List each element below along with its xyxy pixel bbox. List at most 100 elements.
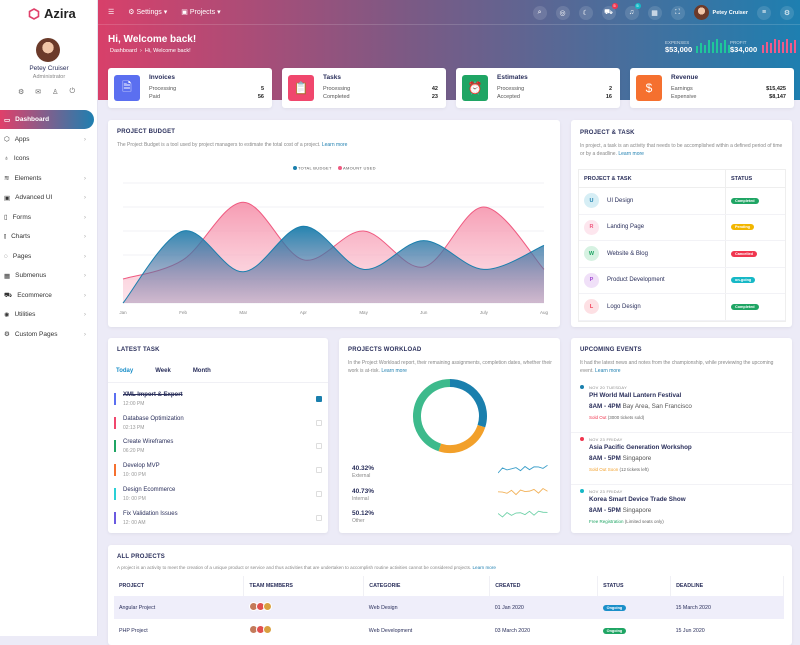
x-tick-label: Feb — [179, 310, 187, 315]
project-created: 03 March 2020 — [494, 627, 531, 634]
stat-card-estimates[interactable]: ⏰ Estimates Processing 2 Accepted 16 — [456, 68, 620, 108]
moon-icon[interactable]: ☾ — [578, 5, 593, 20]
apps-grid-icon[interactable]: ▦ — [647, 5, 662, 20]
task-checkbox[interactable] — [316, 514, 322, 521]
sidebar-item-advanced-ui[interactable]: ▣ Advanced UI › — [0, 188, 94, 207]
sidebar-item-apps[interactable]: ⬡ Apps › — [0, 130, 94, 149]
x-tick-label: May — [359, 310, 368, 315]
task-item[interactable]: Database Optimization 02:13 PM — [114, 416, 328, 436]
topbar-avatar[interactable] — [693, 5, 709, 20]
task-checkbox[interactable] — [316, 443, 322, 450]
project-initial-avatar: R — [584, 219, 599, 235]
sidebar-item-custom-pages[interactable]: ⚙ Custom Pages › — [0, 325, 94, 344]
mail-icon[interactable]: ✉ — [35, 89, 42, 96]
task-checkbox[interactable] — [316, 467, 322, 474]
table-row[interactable]: Angular Project Web Design 01 Jan 2020 O… — [114, 596, 784, 619]
legend-label[interactable]: TOTAL BUDGET — [298, 166, 332, 171]
stat-card-tasks[interactable]: 📋 Tasks Processing 42 Completed 23 — [282, 68, 446, 108]
gear-icon[interactable]: ⚙ — [780, 5, 794, 20]
sidebar-item-dashboard[interactable]: ▭ Dashboard — [0, 110, 94, 129]
task-checkbox[interactable] — [316, 396, 322, 402]
stat-card-revenue[interactable]: $ Revenue Earnings $15,425 Expensive $8,147 — [630, 68, 794, 108]
event-dot — [580, 489, 584, 493]
layers-icon: ≋ — [4, 175, 10, 182]
user-icon[interactable]: ♙ — [52, 89, 59, 96]
task-item[interactable]: Fix Validation Issues 12: 00 AM — [114, 511, 328, 531]
settings-icon: ✺ — [4, 311, 10, 319]
event-item[interactable]: NOV 23 FRIDAY Korea Smart Device Trade S… — [571, 487, 792, 537]
fullscreen-icon[interactable]: ⛶ — [670, 5, 685, 20]
power-icon[interactable]: ⏻ — [69, 88, 75, 95]
stat-label: Processing — [323, 86, 351, 92]
member-avatar[interactable] — [262, 602, 272, 611]
task-name: Create Wireframes — [123, 439, 174, 446]
task-item[interactable]: XML Import & Export 12:00 PM — [114, 392, 328, 412]
panel-description: A project is an activity to meet the cre… — [117, 565, 496, 570]
table-row[interactable]: L Logo Design Completed — [579, 294, 785, 321]
learn-more-link[interactable]: Learn more — [381, 368, 407, 374]
sidebar-item-label: Icons — [13, 155, 30, 162]
sidebar-item-elements[interactable]: ≋ Elements › — [0, 169, 94, 188]
sidebar-item-submenus[interactable]: ▦ Submenus › — [0, 266, 94, 285]
clipboard-icon: 📋 — [288, 75, 314, 101]
topbar-user-name[interactable]: Petey Cruiser — [712, 9, 748, 16]
profit-label: PROFIT — [730, 40, 747, 45]
page-title: Hi, Welcome back! — [108, 34, 197, 45]
avatar[interactable] — [36, 38, 60, 62]
x-tick-label: July — [480, 310, 489, 315]
table-row[interactable]: PHP Project Web Development 03 March 202… — [114, 619, 784, 642]
settings-icon[interactable]: ⚙ — [18, 89, 25, 96]
table-row[interactable]: R Landing Page Pending — [579, 214, 785, 241]
bell-icon[interactable]: ♫ 5 — [624, 2, 641, 20]
learn-more-link[interactable]: Learn more — [595, 368, 621, 374]
sidebar-item-charts[interactable]: ⫾ Charts › — [0, 227, 94, 246]
sidebar-item-pages[interactable]: ◌ Pages › — [0, 247, 94, 266]
sidebar-item-icons[interactable]: ♁ Icons — [0, 149, 94, 168]
cart-icon: ⛟ — [4, 291, 13, 299]
award-icon: ♁ — [4, 155, 9, 162]
cart-icon[interactable]: ⛟ 5 — [601, 2, 618, 20]
settings-menu[interactable]: ⚙ Settings ▾ — [128, 9, 168, 16]
learn-more-link[interactable]: Learn more — [321, 142, 348, 148]
spark-bar — [724, 40, 726, 53]
tab-today[interactable]: Today — [116, 368, 134, 374]
logo[interactable]: Azira — [28, 6, 76, 21]
task-time: 10: 00 PM — [123, 472, 146, 479]
event-time: 8AM - 4PM — [589, 403, 621, 410]
task-item[interactable]: Create Wireframes 06:20 PM — [114, 439, 328, 459]
menu-toggle-icon[interactable]: ☰ — [108, 9, 115, 16]
expenses-value: $53,000 — [665, 45, 693, 54]
task-checkbox[interactable] — [316, 490, 322, 497]
task-checkbox[interactable] — [316, 419, 322, 426]
tab-month[interactable]: Month — [192, 368, 211, 374]
globe-icon[interactable]: ◎ — [555, 5, 570, 20]
project-created: 01 Jan 2020 — [494, 604, 524, 611]
task-item[interactable]: Develop MVP 10: 00 PM — [114, 463, 328, 483]
sidebar-item-label: Utilities — [14, 311, 36, 318]
legend-label[interactable]: AMOUNT USED — [343, 166, 376, 171]
project-name[interactable]: Angular Project — [119, 604, 156, 611]
event-item[interactable]: NOV 23 FRIDAY Asia Pacific Generation Wo… — [571, 435, 792, 485]
task-item[interactable]: Design Ecommerce 10: 00 PM — [114, 487, 328, 507]
list-icon[interactable]: ≡ — [757, 5, 771, 20]
sidebar-item-utilities[interactable]: ✺ Utilities › — [0, 305, 94, 324]
table-row[interactable]: U UI Design Completed — [579, 188, 785, 215]
search-icon[interactable]: ⌕ — [532, 5, 547, 20]
event-date: NOV 23 FRIDAY — [589, 436, 623, 442]
learn-more-link[interactable]: Learn more — [618, 151, 644, 157]
member-avatar[interactable] — [262, 625, 272, 634]
table-row[interactable]: P Product Development on-going — [579, 267, 785, 294]
donut-segment — [449, 379, 487, 428]
sidebar-item-forms[interactable]: ▯ Forms › — [0, 208, 94, 227]
project-name[interactable]: PHP Project — [119, 627, 148, 634]
table-row[interactable]: W Website & Blog Cancelled — [579, 241, 785, 268]
event-place: Bay Area, San Francisco — [622, 403, 692, 410]
sidebar-item-label: Advanced UI — [15, 194, 53, 201]
tab-week[interactable]: Week — [155, 368, 171, 374]
breadcrumb-dashboard[interactable]: Dashboard — [110, 48, 137, 54]
stat-card-invoices[interactable]: 🗎 Invoices Processing 5 Paid 56 — [108, 68, 272, 108]
projects-menu[interactable]: ▣ Projects ▾ — [181, 9, 221, 16]
sidebar-item-ecommerce[interactable]: ⛟ Ecommerce › — [0, 286, 94, 305]
learn-more-link[interactable]: Learn more — [472, 565, 496, 570]
event-item[interactable]: NOV 20 TUESDAY PH World Mall Lantern Fes… — [571, 383, 792, 433]
